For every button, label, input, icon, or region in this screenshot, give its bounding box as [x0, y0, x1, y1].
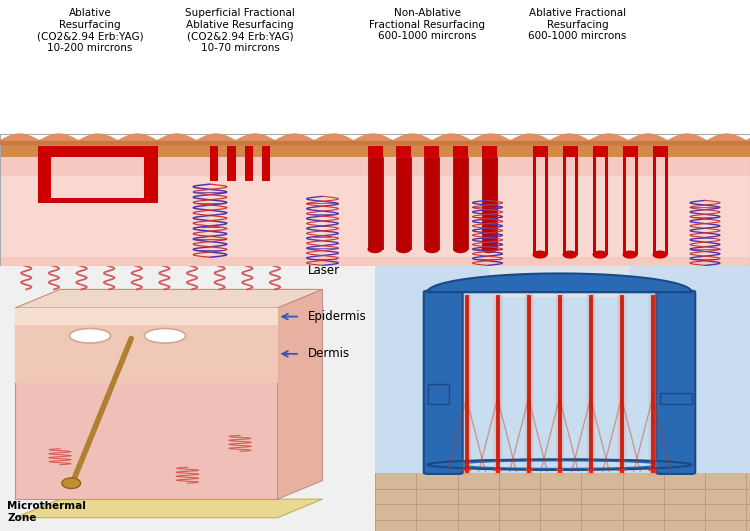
- Text: Dermis: Dermis: [308, 347, 350, 361]
- Bar: [0, 176, 750, 258]
- Bar: [622, 146, 638, 157]
- Bar: [592, 157, 596, 254]
- Bar: [262, 157, 270, 182]
- Bar: [652, 157, 656, 254]
- Ellipse shape: [524, 469, 533, 471]
- Ellipse shape: [396, 245, 411, 253]
- Bar: [210, 146, 218, 157]
- FancyBboxPatch shape: [424, 291, 463, 474]
- Bar: [396, 157, 411, 249]
- Bar: [210, 157, 218, 182]
- Ellipse shape: [622, 251, 638, 259]
- Ellipse shape: [652, 251, 668, 259]
- Text: Ablative Fractional
Resurfacing
600-1000 mircrons: Ablative Fractional Resurfacing 600-1000…: [528, 8, 627, 41]
- Bar: [227, 146, 236, 157]
- Bar: [144, 157, 158, 203]
- Bar: [0, 266, 375, 531]
- Bar: [0, 141, 750, 157]
- Text: Superficial Fractional
Ablative Resurfacing
(CO2&2.94 Erb:YAG)
10-70 mircrons: Superficial Fractional Ablative Resurfac…: [185, 8, 295, 53]
- Bar: [38, 146, 158, 157]
- Bar: [622, 157, 626, 254]
- Polygon shape: [15, 308, 278, 325]
- Ellipse shape: [368, 245, 382, 253]
- Bar: [652, 146, 668, 157]
- Bar: [427, 384, 448, 404]
- Bar: [604, 157, 608, 254]
- Polygon shape: [15, 325, 278, 382]
- Ellipse shape: [69, 329, 111, 343]
- Bar: [532, 146, 548, 157]
- Polygon shape: [427, 273, 692, 292]
- Ellipse shape: [144, 329, 186, 343]
- Bar: [544, 157, 548, 254]
- Text: Microthermal
Zone: Microthermal Zone: [8, 501, 86, 523]
- Bar: [0, 134, 750, 271]
- Polygon shape: [278, 289, 322, 499]
- Ellipse shape: [617, 469, 626, 471]
- Ellipse shape: [592, 251, 608, 259]
- Bar: [574, 157, 578, 254]
- Ellipse shape: [493, 469, 502, 471]
- Text: Laser: Laser: [308, 264, 340, 277]
- Bar: [396, 146, 411, 157]
- Bar: [482, 146, 496, 157]
- Bar: [664, 157, 668, 254]
- Bar: [375, 266, 750, 531]
- Ellipse shape: [586, 469, 595, 471]
- Ellipse shape: [464, 461, 655, 468]
- Polygon shape: [15, 499, 322, 518]
- Bar: [38, 157, 51, 203]
- Bar: [424, 157, 439, 249]
- Ellipse shape: [453, 245, 468, 253]
- Bar: [634, 157, 638, 254]
- Bar: [482, 157, 496, 249]
- Bar: [592, 146, 608, 157]
- Bar: [262, 146, 270, 157]
- Text: Non-Ablative
Fractional Resurfacing
600-1000 mircrons: Non-Ablative Fractional Resurfacing 600-…: [370, 8, 485, 41]
- Bar: [532, 157, 536, 254]
- Ellipse shape: [424, 245, 439, 253]
- Bar: [38, 198, 158, 203]
- Polygon shape: [15, 308, 278, 499]
- Bar: [368, 146, 382, 157]
- Ellipse shape: [462, 469, 471, 471]
- Ellipse shape: [555, 469, 564, 471]
- Bar: [227, 157, 236, 182]
- Ellipse shape: [562, 251, 578, 259]
- Ellipse shape: [427, 459, 692, 470]
- Bar: [244, 146, 253, 157]
- Text: Epidermis: Epidermis: [308, 310, 366, 323]
- Bar: [0, 157, 750, 271]
- Bar: [375, 473, 750, 531]
- Bar: [660, 393, 692, 404]
- Bar: [424, 146, 439, 157]
- Bar: [562, 146, 578, 157]
- Text: Ablative
Resurfacing
(CO2&2.94 Erb:YAG)
10-200 mircrons: Ablative Resurfacing (CO2&2.94 Erb:YAG) …: [37, 8, 143, 53]
- Ellipse shape: [62, 478, 81, 489]
- Ellipse shape: [532, 251, 548, 259]
- Polygon shape: [15, 289, 322, 308]
- Bar: [453, 157, 468, 249]
- Ellipse shape: [482, 245, 496, 253]
- Ellipse shape: [648, 469, 657, 471]
- Bar: [244, 157, 253, 182]
- Bar: [453, 146, 468, 157]
- FancyBboxPatch shape: [656, 291, 695, 474]
- Bar: [368, 157, 382, 249]
- Bar: [562, 157, 566, 254]
- Polygon shape: [485, 247, 634, 297]
